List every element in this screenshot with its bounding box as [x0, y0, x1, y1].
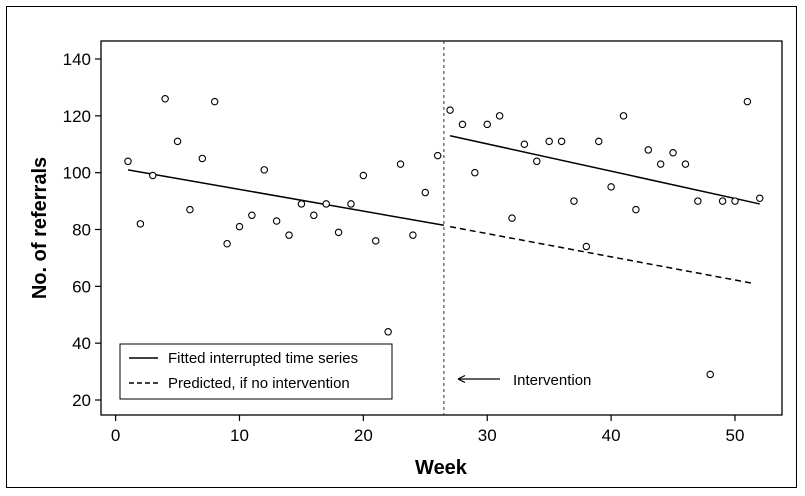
- y-tick-label: 40: [72, 334, 91, 353]
- figure-frame: [6, 6, 797, 488]
- data-point: [124, 157, 132, 166]
- data-point: [235, 222, 244, 231]
- y-tick-label: 80: [72, 221, 91, 240]
- data-point: [347, 200, 355, 208]
- data-point: [334, 228, 343, 237]
- data-point: [223, 239, 231, 248]
- data-point: [433, 151, 442, 160]
- data-point: [285, 231, 293, 239]
- data-point: [557, 137, 566, 146]
- data-point: [731, 197, 739, 205]
- data-point: [669, 149, 677, 157]
- data-point: [198, 154, 207, 163]
- data-point: [210, 97, 219, 106]
- data-point: [644, 146, 653, 154]
- data-point: [619, 112, 628, 120]
- data-point: [359, 171, 368, 180]
- x-tick-label: 10: [230, 426, 249, 445]
- x-tick-label: 50: [726, 426, 745, 445]
- legend-box: [119, 343, 393, 400]
- data-point: [260, 166, 269, 174]
- legend-label-fitted: Fitted interrupted time series: [168, 350, 358, 367]
- data-point: [409, 231, 417, 239]
- intervention-label: Intervention: [513, 372, 591, 389]
- data-point: [694, 197, 702, 205]
- fit-lines: [127, 134, 760, 285]
- y-tick-label: 140: [63, 50, 91, 69]
- data-point: [248, 211, 256, 220]
- data-point: [384, 328, 392, 336]
- x-tick-label: 20: [354, 426, 373, 445]
- x-tick-label: 30: [478, 426, 497, 445]
- legend: Fitted interrupted time series Predicted…: [119, 343, 393, 400]
- x-axis: 0 10 20 30 40 50: [111, 415, 745, 445]
- y-tick-label: 60: [72, 277, 91, 296]
- data-point: [446, 106, 454, 114]
- data-point: [545, 137, 553, 146]
- data-point: [483, 120, 491, 129]
- data-point: [136, 220, 145, 228]
- data-point: [149, 171, 157, 180]
- data-point: [396, 160, 405, 168]
- data-point: [458, 120, 467, 129]
- data-point: [756, 194, 764, 202]
- data-point: [570, 197, 578, 205]
- y-axis: 20 40 60 80 100 120 140: [63, 50, 101, 410]
- x-tick-label: 0: [111, 426, 120, 445]
- data-point: [607, 183, 615, 191]
- fitted-line: [449, 134, 760, 205]
- y-axis-title: No. of referrals: [29, 157, 51, 299]
- data-point: [656, 160, 665, 168]
- intervention-annotation: Intervention: [457, 372, 591, 389]
- data-point: [297, 200, 306, 208]
- data-point: [718, 197, 727, 205]
- data-point: [421, 188, 430, 197]
- predicted-line: [449, 225, 754, 285]
- data-point: [743, 97, 752, 106]
- data-point: [371, 237, 380, 245]
- legend-label-predicted: Predicted, if no intervention: [168, 375, 350, 392]
- data-point: [582, 242, 591, 251]
- data-point: [322, 200, 330, 208]
- data-point: [594, 137, 603, 146]
- data-point: [161, 95, 169, 103]
- data-point: [471, 168, 479, 177]
- y-tick-label: 120: [63, 107, 91, 126]
- data-point: [533, 157, 541, 166]
- y-tick-label: 20: [72, 391, 91, 410]
- y-tick-label: 100: [63, 164, 91, 183]
- x-axis-title: Week: [415, 457, 468, 479]
- x-tick-label: 40: [602, 426, 621, 445]
- data-point: [173, 137, 182, 146]
- data-point: [495, 112, 504, 120]
- plot-area: [100, 40, 783, 416]
- data-point: [681, 160, 690, 168]
- data-points: [124, 95, 764, 379]
- data-point: [310, 211, 318, 220]
- data-point: [706, 370, 714, 379]
- fitted-line: [127, 169, 445, 226]
- data-point: [632, 205, 640, 214]
- arrow-left-icon: [457, 374, 466, 384]
- data-point: [520, 140, 529, 149]
- data-point: [508, 214, 516, 222]
- data-point: [186, 205, 194, 214]
- data-point: [272, 217, 281, 225]
